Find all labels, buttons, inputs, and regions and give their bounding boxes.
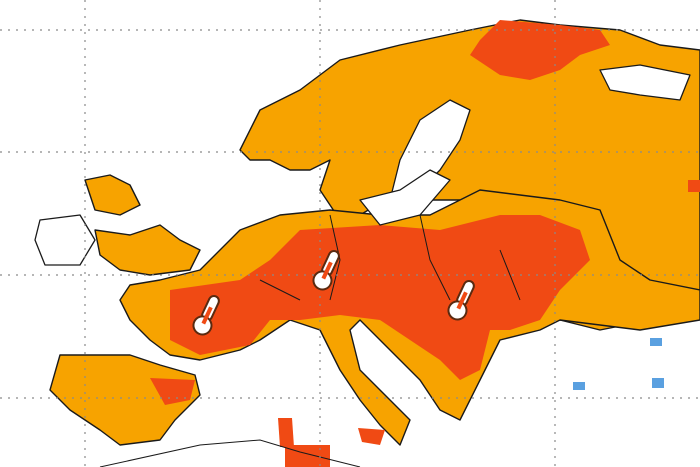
land-iberia <box>49 354 201 446</box>
borders <box>259 214 521 301</box>
thermometer-icon <box>192 294 220 336</box>
cool-cell <box>652 378 664 388</box>
baltic <box>359 169 451 226</box>
heat-central <box>170 215 590 380</box>
cool-cell <box>573 382 585 390</box>
heat-north <box>470 20 610 80</box>
ireland <box>34 214 96 266</box>
white-sea <box>599 64 691 101</box>
thermometer-icon <box>312 249 340 291</box>
heat-spot <box>688 180 700 192</box>
heat-sardinia <box>278 418 294 447</box>
land-scotland <box>84 174 141 216</box>
thermometer-icon <box>447 279 475 321</box>
heat-sicily <box>358 428 385 445</box>
land-uk <box>94 224 201 276</box>
heat-africa <box>285 445 330 467</box>
cool-cell <box>650 338 662 346</box>
